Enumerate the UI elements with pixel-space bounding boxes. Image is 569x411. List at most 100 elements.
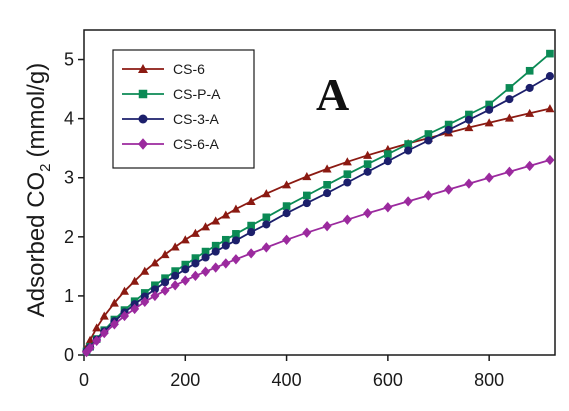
data-point-cs-6-a <box>383 202 393 213</box>
data-point-cs-6 <box>160 250 170 259</box>
data-point-cs-6-a <box>85 342 95 354</box>
data-point-cs-p-a <box>323 180 331 189</box>
data-point-cs-p-a <box>282 202 291 210</box>
data-point-cs-p-a <box>221 235 230 244</box>
legend-label-cs-p-a: CS-P-A <box>173 86 221 102</box>
data-point-cs-6-a <box>484 172 494 183</box>
data-point-cs-6 <box>342 157 352 166</box>
data-point-cs-6-a <box>109 319 119 330</box>
legend-item-cs-6-a: CS-6-A <box>122 136 220 152</box>
data-point-cs-6-a <box>99 327 109 339</box>
data-point-cs-6-a <box>545 154 555 166</box>
data-point-cs-6-a <box>170 280 180 291</box>
legend-marker-cs-6 <box>138 64 148 73</box>
data-point-cs-3-a <box>140 292 149 301</box>
data-point-cs-p-a <box>465 110 473 119</box>
data-point-cs-6-a <box>282 234 292 245</box>
data-point-cs-p-a <box>211 241 220 250</box>
data-point-cs-6 <box>282 180 292 189</box>
data-point-cs-6-a <box>444 184 454 195</box>
y-tick-label: 3 <box>64 168 74 188</box>
data-point-cs-3-a <box>171 271 180 280</box>
y-tick-label: 0 <box>64 345 74 365</box>
panel-letter: A <box>316 69 349 120</box>
data-point-cs-6 <box>231 204 241 213</box>
data-point-cs-6 <box>464 123 474 132</box>
legend-item-cs-p-a: CS-P-A <box>122 86 221 102</box>
data-point-cs-6 <box>140 266 150 275</box>
data-point-cs-p-a <box>525 66 534 75</box>
data-point-cs-3-a <box>505 95 514 104</box>
data-point-cs-6 <box>150 258 160 267</box>
data-point-cs-6-a <box>231 254 241 265</box>
data-point-cs-p-a <box>191 254 200 262</box>
data-point-cs-3-a <box>404 146 413 155</box>
legend-marker-cs-3-a <box>138 114 148 124</box>
data-point-cs-p-a <box>232 230 240 238</box>
data-point-cs-3-a <box>302 199 311 208</box>
data-point-cs-p-a <box>303 191 311 200</box>
y-tick-label: 1 <box>64 286 74 306</box>
data-point-cs-3-a <box>150 285 159 294</box>
data-point-cs-3-a <box>191 259 200 268</box>
data-point-cs-3-a <box>262 220 271 229</box>
legend-marker-cs-p-a <box>138 89 148 99</box>
data-point-cs-6-a <box>92 335 102 346</box>
data-point-cs-6-a <box>211 262 221 273</box>
data-point-cs-6-a <box>120 310 130 322</box>
data-point-cs-6 <box>504 113 514 122</box>
data-point-cs-3-a <box>201 253 210 262</box>
data-point-cs-6 <box>484 118 494 127</box>
data-point-cs-6-a <box>302 227 312 238</box>
data-point-cs-3-a <box>464 115 473 124</box>
legend-item-cs-3-a: CS-3-A <box>122 111 220 127</box>
data-point-cs-6-a <box>464 178 474 189</box>
data-point-cs-p-a <box>171 267 179 275</box>
series-line-cs-6-a <box>83 159 551 356</box>
data-point-cs-6-a <box>180 275 190 286</box>
y-tick-label: 5 <box>64 50 74 70</box>
data-point-cs-6 <box>92 323 102 332</box>
data-point-cs-6 <box>261 189 271 198</box>
data-point-cs-6-a <box>525 160 535 172</box>
legend-label-cs-3-a: CS-3-A <box>173 111 220 127</box>
data-point-cs-6-a <box>130 303 140 315</box>
legend: CS-6 CS-P-A CS-3-A CS-6-A <box>112 49 255 169</box>
data-point-cs-3-a <box>221 241 230 250</box>
data-point-cs-6-a <box>190 270 200 281</box>
data-point-cs-p-a <box>384 150 392 158</box>
data-point-cs-3-a <box>211 247 220 256</box>
data-point-cs-p-a <box>151 281 159 290</box>
data-point-cs-6 <box>85 335 95 344</box>
data-point-cs-p-a <box>444 120 453 129</box>
x-tick-label: 0 <box>79 370 89 390</box>
data-point-cs-6-a <box>150 290 160 302</box>
data-point-cs-3-a <box>363 167 372 176</box>
series-line-cs-p-a <box>83 52 551 356</box>
data-point-cs-3-a <box>525 83 534 92</box>
data-point-cs-6-a <box>423 190 433 201</box>
data-point-cs-6-a <box>403 196 413 207</box>
y-tick-label: 4 <box>64 109 74 129</box>
data-point-cs-3-a <box>231 236 240 245</box>
data-point-cs-3-a <box>181 265 190 274</box>
data-point-cs-6-a <box>221 258 231 269</box>
legend-label-cs-6: CS-6 <box>173 61 205 77</box>
legend-label-cs-6-a: CS-6-A <box>173 136 220 152</box>
series-line-cs-3-a <box>83 75 551 356</box>
series-cs-p-a <box>82 49 554 356</box>
data-point-cs-3-a <box>160 278 170 287</box>
x-tick-label: 800 <box>474 370 504 390</box>
data-point-cs-p-a <box>201 247 210 256</box>
data-point-cs-6 <box>363 150 373 159</box>
data-point-cs-p-a <box>343 170 352 179</box>
data-point-cs-6 <box>170 242 180 251</box>
data-point-cs-6 <box>302 172 312 181</box>
data-point-cs-3-a <box>545 72 554 81</box>
data-point-cs-6 <box>246 196 256 205</box>
x-tick-label: 400 <box>272 370 302 390</box>
data-point-cs-6 <box>109 298 119 307</box>
data-point-cs-6-a <box>140 296 150 307</box>
data-point-cs-6 <box>190 228 200 237</box>
